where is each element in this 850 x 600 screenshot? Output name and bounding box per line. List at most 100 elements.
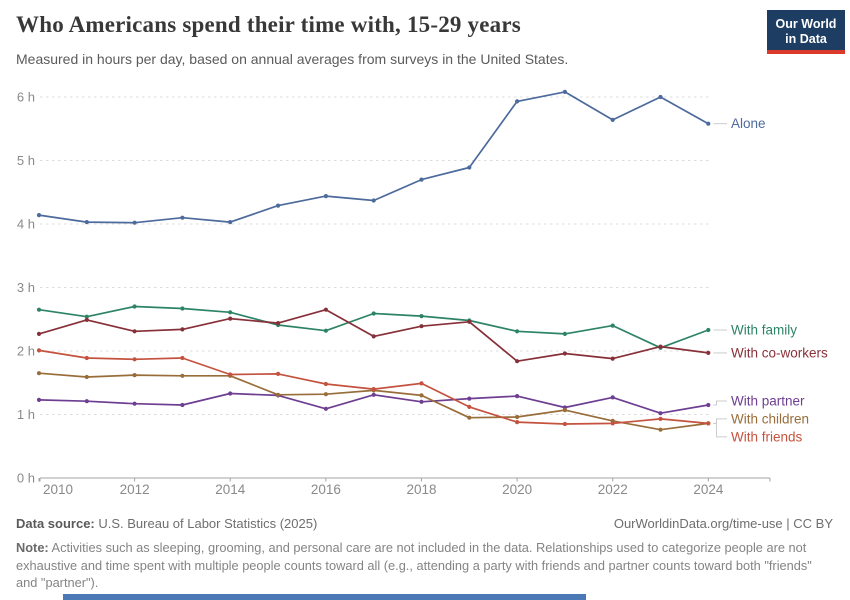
data-point-with-partner [132, 401, 137, 406]
y-tick-label-2h: 2 h [17, 344, 35, 359]
x-tick-label-2016: 2016 [311, 482, 341, 497]
data-point-with-children [180, 373, 185, 378]
data-point-alone [658, 94, 663, 100]
data-point-alone [132, 220, 137, 225]
data-point-with-partner [228, 391, 233, 396]
x-tick-label-2012: 2012 [120, 482, 150, 497]
data-point-with-children [515, 414, 520, 420]
data-point-with-partner [419, 399, 424, 404]
y-tick-label-1h: 1 h [17, 407, 35, 422]
note-label: Note: [16, 540, 49, 555]
x-tick-label-2010: 2010 [43, 482, 73, 497]
data-point-with-family [323, 328, 328, 333]
data-point-with-children [132, 373, 137, 378]
data-point-with-co-workers [132, 329, 137, 334]
data-point-alone [276, 203, 281, 208]
data-point-with-partner [467, 396, 472, 401]
data-point-with-co-workers [515, 359, 520, 364]
series-label-with-children[interactable]: With children [731, 411, 809, 426]
data-point-with-friends [132, 357, 137, 362]
data-point-with-family [36, 307, 42, 312]
y-tick-label-5h: 5 h [17, 153, 35, 168]
owid-logo: Our World in Data [767, 10, 845, 54]
data-point-with-partner [84, 399, 89, 404]
series-label-with-family[interactable]: With family [731, 323, 797, 338]
data-point-alone [228, 220, 233, 225]
data-source-label: Data source: [16, 516, 95, 531]
data-point-alone [562, 89, 568, 94]
series-line-with-children[interactable] [38, 372, 710, 431]
data-point-alone [323, 194, 328, 199]
data-point-with-co-workers [467, 319, 472, 324]
owid-logo-line2: in Data [785, 32, 827, 46]
series-label-with-friends[interactable]: With friends [731, 429, 803, 444]
data-point-with-partner [658, 411, 663, 416]
data-point-with-children [276, 392, 281, 397]
series-label-with-partner[interactable]: With partner [731, 393, 805, 408]
data-point-with-co-workers [276, 321, 281, 326]
x-tick-label-2024: 2024 [693, 482, 724, 497]
data-point-alone [419, 177, 424, 182]
data-point-with-children [36, 371, 42, 376]
data-point-with-family [84, 314, 89, 319]
data-point-with-family [706, 327, 711, 333]
data-point-with-friends [323, 381, 328, 387]
data-point-with-co-workers [180, 327, 185, 332]
data-point-with-friends [610, 421, 615, 426]
data-point-with-co-workers [610, 356, 615, 361]
data-point-with-family [180, 306, 185, 311]
data-point-with-co-workers [658, 344, 663, 349]
label-connector-with-children [713, 418, 727, 424]
data-point-alone [467, 165, 472, 170]
data-point-with-co-workers [562, 351, 568, 356]
x-tick-label-2020: 2020 [502, 482, 532, 497]
data-point-with-partner [36, 397, 42, 402]
chart-title: Who Americans spend their time with, 15-… [16, 12, 521, 37]
data-point-with-children [323, 392, 328, 397]
data-point-with-friends [562, 421, 568, 427]
y-tick-label-6h: 6 h [17, 90, 35, 105]
data-point-with-family [562, 331, 568, 336]
data-point-with-family [371, 311, 376, 316]
x-tick-label-2022: 2022 [598, 482, 628, 497]
data-point-with-partner [610, 395, 615, 400]
data-point-with-children [658, 427, 663, 432]
data-source-value: U.S. Bureau of Labor Statistics (2025) [94, 516, 318, 531]
data-point-with-co-workers [706, 350, 711, 355]
chart-subtitle: Measured in hours per day, based on annu… [16, 51, 569, 67]
data-point-with-friends [467, 404, 472, 409]
citation-link[interactable]: OurWorldinData.org/time-use | CC BY [613, 516, 833, 531]
data-point-alone [515, 99, 520, 104]
note-body: Activities such as sleeping, grooming, a… [16, 540, 812, 590]
data-point-alone [36, 213, 42, 218]
y-tick-label-3h: 3 h [17, 280, 35, 295]
data-point-with-family [132, 304, 137, 309]
data-point-with-friends [36, 348, 42, 353]
data-point-with-co-workers [36, 331, 42, 336]
data-point-alone [180, 215, 185, 220]
bottom-partial-bar [63, 594, 586, 600]
x-tick-label-2014: 2014 [215, 482, 246, 497]
data-point-with-partner [515, 394, 520, 399]
data-point-alone [706, 121, 711, 126]
owid-logo-line1: Our World [775, 17, 837, 31]
data-point-with-family [515, 329, 520, 334]
data-point-with-co-workers [84, 317, 89, 322]
data-point-with-co-workers [323, 307, 328, 312]
data-point-with-partner [706, 402, 711, 408]
data-point-with-friends [515, 420, 520, 425]
data-source-line: Data source: U.S. Bureau of Labor Statis… [16, 516, 317, 531]
series-line-alone[interactable] [38, 91, 710, 224]
data-point-with-partner [371, 392, 376, 397]
data-point-with-co-workers [371, 334, 376, 339]
series-label-alone[interactable]: Alone [731, 116, 766, 131]
data-point-with-friends [658, 416, 663, 421]
data-point-alone [610, 117, 615, 122]
data-point-with-co-workers [228, 316, 233, 321]
y-tick-label-0h: 0 h [17, 471, 35, 486]
data-point-with-children [562, 408, 568, 413]
series-label-with-co-workers[interactable]: With co-workers [731, 345, 828, 360]
data-point-with-family [228, 310, 233, 315]
data-point-alone [371, 198, 376, 203]
